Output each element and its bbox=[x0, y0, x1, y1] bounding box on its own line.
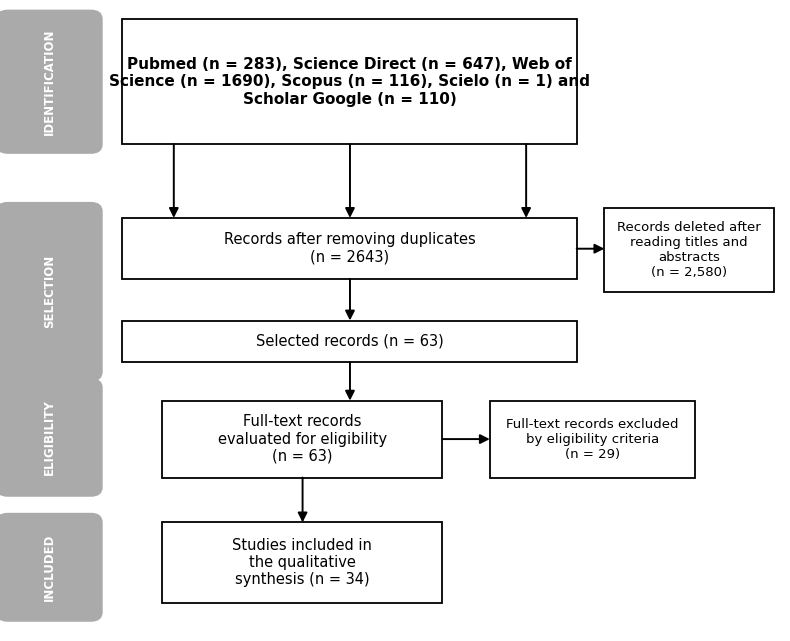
FancyBboxPatch shape bbox=[162, 401, 442, 478]
Text: Full-text records
evaluated for eligibility
(n = 63): Full-text records evaluated for eligibil… bbox=[217, 414, 387, 464]
FancyBboxPatch shape bbox=[122, 218, 577, 279]
FancyBboxPatch shape bbox=[122, 320, 577, 362]
FancyBboxPatch shape bbox=[122, 19, 577, 144]
FancyBboxPatch shape bbox=[162, 522, 442, 603]
Text: Records deleted after
reading titles and
abstracts
(n = 2,580): Records deleted after reading titles and… bbox=[618, 221, 761, 279]
Text: Selected records (n = 63): Selected records (n = 63) bbox=[256, 334, 443, 349]
FancyBboxPatch shape bbox=[0, 378, 103, 497]
FancyBboxPatch shape bbox=[604, 208, 774, 292]
FancyBboxPatch shape bbox=[0, 10, 103, 154]
Text: INCLUDED: INCLUDED bbox=[43, 533, 56, 601]
Text: Studies included in
the qualitative
synthesis (n = 34): Studies included in the qualitative synt… bbox=[232, 538, 372, 587]
FancyBboxPatch shape bbox=[0, 513, 103, 622]
FancyBboxPatch shape bbox=[0, 202, 103, 381]
Text: ELIGIBILITY: ELIGIBILITY bbox=[43, 399, 56, 476]
Text: Pubmed (n = 283), Science Direct (n = 647), Web of
Science (n = 1690), Scopus (n: Pubmed (n = 283), Science Direct (n = 64… bbox=[109, 57, 590, 106]
FancyBboxPatch shape bbox=[490, 401, 695, 478]
Text: SELECTION: SELECTION bbox=[43, 255, 56, 328]
Text: IDENTIFICATION: IDENTIFICATION bbox=[43, 28, 56, 135]
Text: Records after removing duplicates
(n = 2643): Records after removing duplicates (n = 2… bbox=[224, 232, 476, 265]
Text: Full-text records excluded
by eligibility criteria
(n = 29): Full-text records excluded by eligibilit… bbox=[506, 417, 679, 461]
